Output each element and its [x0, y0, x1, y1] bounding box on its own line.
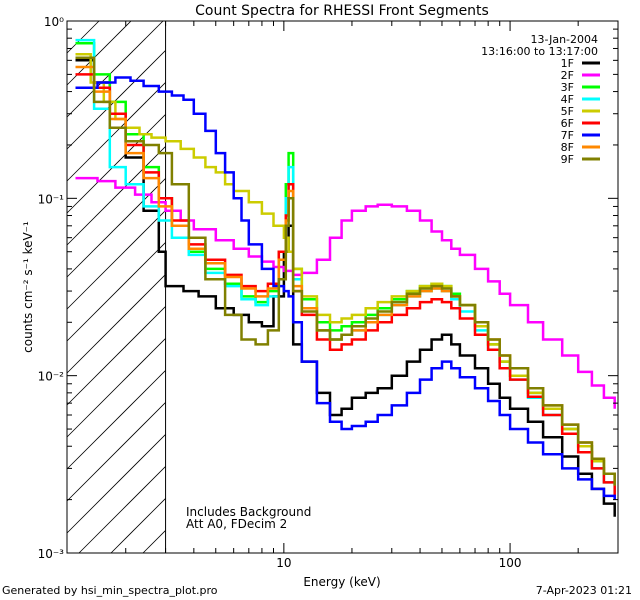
x-axis-label: Energy (keV)	[303, 575, 380, 589]
legend-label: 3F	[561, 81, 574, 94]
y-tick-label: 10⁻³	[38, 547, 65, 561]
series-layer	[75, 38, 616, 517]
legend-label: 5F	[561, 105, 574, 118]
hatch-line	[66, 370, 166, 470]
plot-frame	[66, 20, 619, 554]
series-1F-line	[75, 59, 616, 517]
legend-label: 7F	[561, 129, 574, 142]
series-9F-line	[75, 56, 616, 486]
hatch-line	[66, 178, 166, 278]
hatch-line	[78, 466, 166, 554]
hatch-line	[66, 20, 164, 118]
series-2F-line	[75, 176, 616, 409]
footer-generated-by: Generated by hsi_min_spectra_plot.pro	[2, 584, 218, 597]
chart-title: Count Spectra for RHESSI Front Segments	[195, 3, 489, 19]
x-tick-label: 100	[499, 556, 522, 570]
hatch-line	[66, 338, 166, 438]
shaded-excluded-region	[66, 20, 166, 554]
legend-label: 2F	[561, 69, 574, 82]
hatch-line	[66, 114, 166, 214]
hatch-line	[66, 20, 100, 54]
series-3F-line	[75, 41, 616, 486]
x-tick-label: 10	[276, 556, 291, 570]
hatch-line	[66, 146, 166, 246]
hatch-line	[66, 242, 166, 342]
legend-label: 8F	[561, 141, 574, 154]
hatch-line	[66, 210, 166, 310]
legend-label: 6F	[561, 117, 574, 130]
legend-label: 9F	[561, 153, 574, 166]
hatch-line	[66, 434, 166, 534]
footer-timestamp: 7-Apr-2023 01:21	[535, 584, 632, 597]
series-7F-line	[75, 76, 616, 500]
hatch-line	[66, 274, 166, 374]
legend-label: 4F	[561, 93, 574, 106]
annotation-date: 13-Jan-2004	[531, 33, 599, 46]
note-attenuator: Att A0, FDecim 2	[186, 517, 287, 531]
series-4F-line	[75, 38, 616, 493]
y-tick-label: 10⁰	[44, 15, 64, 29]
hatch-line	[66, 82, 166, 182]
hatch-line	[66, 402, 166, 502]
y-axis-label: counts cm⁻² s⁻¹ keV⁻¹	[21, 221, 35, 353]
legend-label: 1F	[561, 57, 574, 70]
hatch-line	[142, 530, 166, 554]
y-tick-label: 10⁻¹	[38, 192, 65, 206]
y-tick-label: 10⁻²	[38, 370, 65, 384]
note-background: Includes Background	[186, 505, 311, 519]
annotation-time: 13:16:00 to 13:17:00	[481, 45, 598, 58]
hatch-line	[66, 50, 166, 150]
hatch-line	[66, 306, 166, 406]
axis-ticks: 10 100 10⁰ 10⁻¹ 10⁻² 10⁻³	[38, 15, 619, 570]
hatch-line	[110, 498, 166, 554]
